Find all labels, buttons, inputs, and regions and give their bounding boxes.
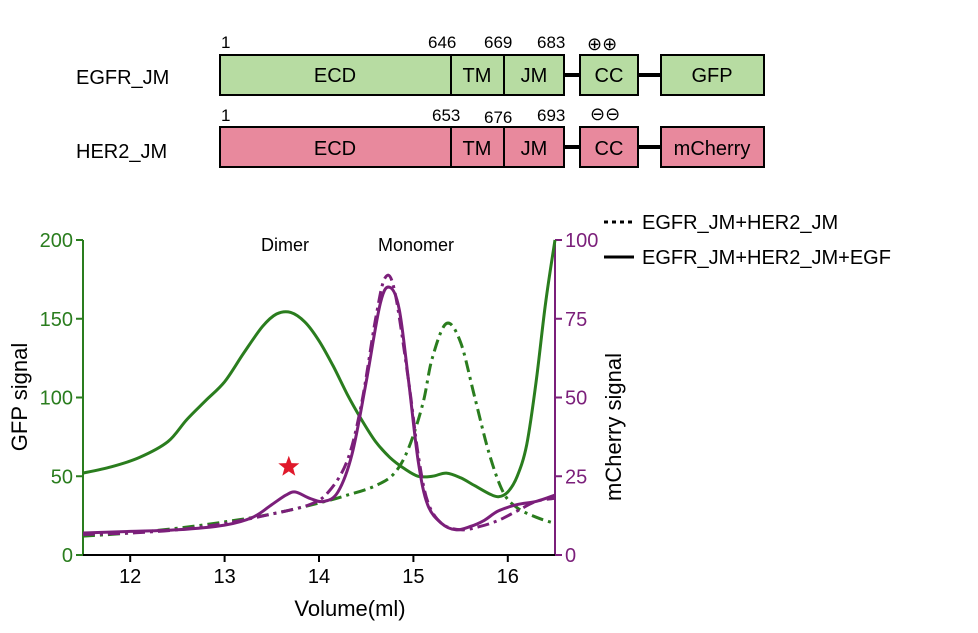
mcherry-solid-line [82, 285, 556, 535]
x-ticks: 12 13 14 15 16 [119, 555, 519, 588]
x-tick-label: 14 [308, 566, 330, 588]
domain-label-cc: CC [595, 65, 624, 87]
domain-label-ecd: ECD [314, 65, 356, 87]
domain-ecd-egfr [219, 54, 452, 96]
annotation-dimer: Dimer [261, 235, 309, 255]
domain-label-tm: TM [463, 65, 492, 87]
y-right-ticks: 0 25 50 75 100 [555, 230, 598, 567]
domain-jm-her2 [503, 126, 565, 168]
pos-her2-693: 693 [537, 106, 565, 125]
y2-tick-label: 50 [565, 388, 587, 410]
legend-label-dotted: EGFR_JM+HER2_JM [642, 212, 838, 234]
construct-label-her2: HER2_JM [76, 141, 167, 163]
domain-ecd-her2 [219, 126, 452, 168]
annotation-monomer: Monomer [378, 235, 454, 255]
star-icon [278, 455, 300, 476]
y2-tick-label: 75 [565, 309, 587, 331]
domain-label-gfp: GFP [691, 65, 732, 87]
domain-jm-egfr [503, 54, 565, 96]
construct-diagram: EGFR_JM 1 646 669 683 ⊕⊕ ECD TM JM CC GF… [76, 33, 765, 168]
pos-her2-653: 653 [432, 106, 460, 125]
domain-label-jm: JM [521, 138, 548, 160]
domain-label-jm: JM [521, 65, 548, 87]
domain-tm-egfr [450, 54, 505, 96]
y-left-ticks: 0 50 100 150 200 [40, 230, 83, 567]
domain-label-mcherry: mCherry [674, 138, 751, 160]
construct-label-egfr: EGFR_JM [76, 67, 169, 89]
y2-tick-label: 0 [565, 545, 576, 567]
construct-egfr: EGFR_JM 1 646 669 683 ⊕⊕ ECD TM JM CC GF… [76, 33, 765, 96]
pos-egfr-1: 1 [221, 33, 230, 52]
y2-axis-title: mCherry signal [601, 353, 626, 501]
chart: 12 13 14 15 16 0 50 100 150 200 0 25 50 75 100 Volum… [7, 212, 891, 621]
gfp-solid-line [82, 239, 557, 499]
legend-label-solid: EGFR_JM+HER2_JM+EGF [642, 247, 891, 269]
y2-tick-label: 25 [565, 466, 587, 488]
series-layer [82, 239, 557, 538]
pos-egfr-646: 646 [428, 33, 456, 52]
y2-tick-label: 100 [565, 230, 598, 252]
y-axis-title: GFP signal [7, 343, 32, 451]
y-tick-label: 50 [51, 466, 73, 488]
domain-label-cc: CC [595, 138, 624, 160]
y-tick-label: 150 [40, 309, 73, 331]
pos-egfr-683: 683 [537, 33, 565, 52]
x-axis-title: Volume(ml) [294, 596, 405, 621]
domain-tm-her2 [450, 126, 505, 168]
negative-charge-symbols: ⊖⊖ [590, 104, 620, 124]
y-tick-label: 200 [40, 230, 73, 252]
mcherry-dashdot-line [82, 273, 556, 536]
x-tick-label: 15 [402, 566, 424, 588]
domain-label-tm: TM [463, 138, 492, 160]
construct-her2: HER2_JM 1 653 676 693 ⊖⊖ ECD TM JM CC mC… [76, 104, 765, 168]
pos-egfr-669: 669 [484, 33, 512, 52]
pos-her2-1: 1 [221, 106, 230, 125]
domain-gfp [660, 54, 765, 96]
pos-her2-676: 676 [484, 108, 512, 127]
positive-charge-symbols: ⊕⊕ [587, 34, 617, 54]
domain-mcherry [660, 126, 765, 168]
domain-label-ecd: ECD [314, 138, 356, 160]
y-tick-label: 100 [40, 388, 73, 410]
x-tick-label: 12 [119, 566, 141, 588]
x-tick-label: 16 [497, 566, 519, 588]
y-tick-label: 0 [62, 545, 73, 567]
legend: EGFR_JM+HER2_JM EGFR_JM+HER2_JM+EGF [604, 212, 891, 269]
gfp-dashdot-line [82, 321, 556, 538]
x-tick-label: 13 [213, 566, 235, 588]
